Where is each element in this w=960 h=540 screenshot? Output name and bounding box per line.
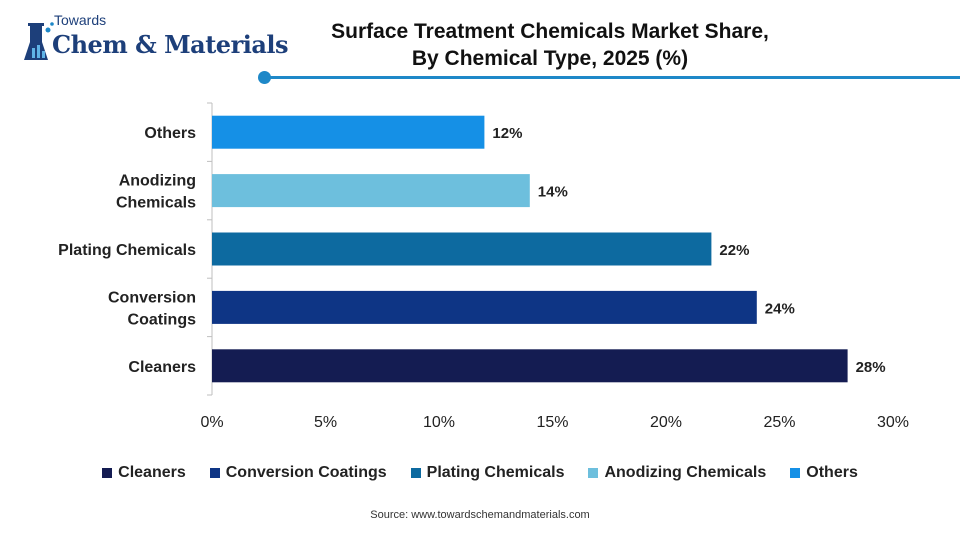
- legend-item: Cleaners: [102, 464, 186, 482]
- data-label: 22%: [719, 242, 749, 259]
- x-tick-label: 15%: [536, 414, 568, 431]
- chart-title: Surface Treatment Chemicals Market Share…: [290, 18, 810, 72]
- x-tick-label: 0%: [200, 414, 223, 431]
- category-label: Anodizing Chemicals: [116, 173, 196, 212]
- x-tick-label: 5%: [314, 414, 337, 431]
- category-label: Cleaners: [128, 359, 196, 376]
- legend-item: Conversion Coatings: [209, 464, 387, 482]
- legend-swatch: [790, 468, 801, 478]
- logo-brand: Chem & Materials: [52, 30, 289, 59]
- category-label-line: Anodizing: [119, 173, 196, 190]
- bar-anodizing-chemicals: [212, 174, 530, 208]
- bar-conversion-coatings: [212, 290, 757, 324]
- category-label: Others: [144, 125, 196, 142]
- data-label: 12%: [492, 125, 522, 142]
- chart-title-line1: Surface Treatment Chemicals Market Share…: [331, 20, 769, 43]
- legend-swatch: [102, 468, 113, 478]
- title-rule-dot: [258, 71, 271, 84]
- source-note: Source: www.towardschemandmaterials.com: [370, 509, 590, 521]
- legend-swatch: [588, 468, 599, 478]
- legend-swatch: [209, 468, 220, 478]
- legend-label: Anodizing Chemicals: [604, 464, 767, 481]
- bar-plating-chemicals: [212, 232, 712, 266]
- x-tick-label: 20%: [650, 414, 682, 431]
- category-label-line: Others: [144, 125, 196, 142]
- logo-towards: Towards: [54, 12, 107, 28]
- bar-cleaners: [212, 349, 848, 383]
- legend-swatch: [410, 468, 421, 478]
- x-tick-label: 25%: [763, 414, 795, 431]
- x-tick-label: 10%: [423, 414, 455, 431]
- data-label: 28%: [856, 359, 886, 376]
- category-label-line: Plating Chemicals: [58, 242, 196, 259]
- category-label: Plating Chemicals: [58, 242, 196, 259]
- chart-title-line2: By Chemical Type, 2025 (%): [411, 47, 689, 70]
- legend-item: Others: [790, 464, 858, 482]
- bar-others: [212, 115, 485, 149]
- logo: Towards Chem & Materials: [16, 10, 289, 66]
- data-label: 24%: [765, 300, 795, 317]
- flask-icon: [24, 22, 54, 60]
- category-label-line: Coatings: [128, 311, 197, 328]
- legend-item: Plating Chemicals: [410, 464, 565, 482]
- category-label: Conversion Coatings: [108, 289, 196, 328]
- legend-label: Conversion Coatings: [225, 464, 387, 481]
- category-label-line: Chemicals: [116, 195, 196, 212]
- category-label-line: Conversion: [108, 289, 196, 306]
- legend: Cleaners Conversion Coatings Plating Chemi…: [0, 464, 960, 482]
- legend-label: Others: [806, 464, 858, 481]
- title-rule-line: [270, 76, 960, 79]
- legend-item: Anodizing Chemicals: [588, 464, 766, 482]
- legend-label: Cleaners: [118, 464, 186, 481]
- x-tick-label: 30%: [877, 414, 909, 431]
- data-label: 14%: [538, 184, 568, 201]
- legend-label: Plating Chemicals: [426, 464, 565, 481]
- category-label-line: Cleaners: [128, 359, 196, 376]
